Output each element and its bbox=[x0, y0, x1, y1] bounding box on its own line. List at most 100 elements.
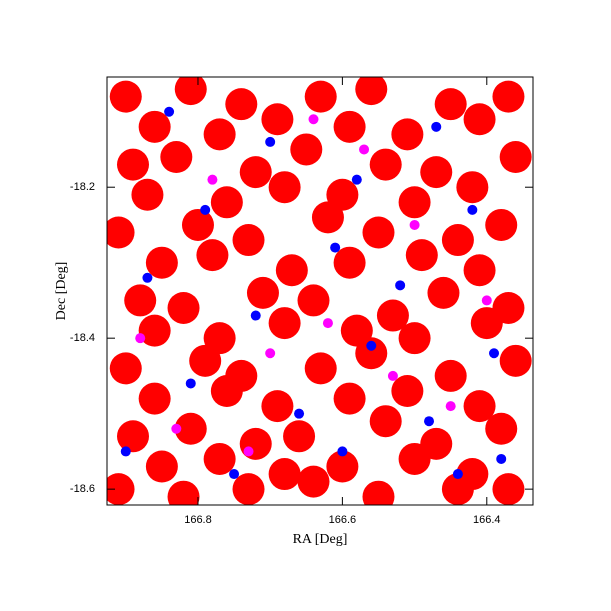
data-point bbox=[456, 171, 489, 204]
data-point bbox=[174, 412, 207, 445]
data-point bbox=[362, 216, 395, 249]
data-point bbox=[200, 204, 211, 215]
data-point bbox=[485, 208, 518, 241]
data-point bbox=[333, 246, 366, 279]
data-point bbox=[409, 219, 420, 230]
data-point bbox=[138, 110, 171, 143]
data-point bbox=[142, 272, 153, 283]
data-point bbox=[268, 458, 301, 491]
data-point bbox=[424, 416, 435, 427]
data-point bbox=[107, 473, 135, 505]
data-point bbox=[359, 144, 370, 155]
data-point bbox=[333, 110, 366, 143]
data-point bbox=[387, 370, 398, 381]
data-point bbox=[203, 442, 236, 475]
data-point bbox=[395, 280, 406, 291]
data-point bbox=[131, 178, 164, 211]
data-point bbox=[492, 473, 525, 505]
data-point bbox=[145, 246, 178, 279]
data-point bbox=[489, 348, 500, 359]
data-point bbox=[261, 103, 294, 136]
plot-area bbox=[107, 77, 532, 505]
data-point bbox=[452, 469, 463, 480]
data-point bbox=[297, 284, 330, 317]
data-point bbox=[185, 378, 196, 389]
data-point bbox=[391, 118, 424, 151]
data-point bbox=[109, 80, 142, 113]
data-point bbox=[351, 174, 362, 185]
data-point bbox=[441, 224, 474, 257]
data-point bbox=[243, 446, 254, 457]
data-point bbox=[420, 156, 453, 189]
data-point bbox=[333, 382, 366, 415]
data-point bbox=[485, 412, 518, 445]
data-point bbox=[445, 401, 456, 412]
y-tick-label: -18.4 bbox=[70, 332, 95, 344]
x-tick-label: 166.4 bbox=[473, 514, 501, 526]
x-axis-label: RA [Deg] bbox=[293, 532, 348, 547]
data-point bbox=[405, 239, 438, 272]
data-point bbox=[196, 239, 229, 272]
data-point bbox=[275, 254, 308, 287]
data-point bbox=[355, 77, 388, 106]
y-tick-label: -18.6 bbox=[70, 483, 95, 495]
data-point bbox=[467, 204, 478, 215]
data-point bbox=[326, 178, 359, 211]
data-point bbox=[376, 299, 409, 332]
data-point bbox=[308, 114, 319, 125]
data-point bbox=[203, 118, 236, 151]
data-point bbox=[171, 423, 182, 434]
data-point bbox=[283, 420, 316, 453]
data-point bbox=[207, 174, 218, 185]
data-point bbox=[499, 141, 532, 174]
data-point bbox=[174, 77, 207, 106]
data-point bbox=[398, 186, 431, 219]
data-point bbox=[366, 340, 377, 351]
data-point bbox=[138, 382, 171, 415]
data-point bbox=[265, 348, 276, 359]
data-point bbox=[337, 446, 348, 457]
data-point bbox=[362, 480, 395, 505]
data-point bbox=[124, 284, 157, 317]
data-point bbox=[164, 106, 175, 117]
data-point bbox=[181, 208, 214, 241]
data-point bbox=[434, 359, 467, 392]
data-point bbox=[239, 427, 272, 460]
data-point bbox=[463, 390, 496, 423]
data-point bbox=[135, 333, 146, 344]
data-point bbox=[391, 375, 424, 408]
data-point bbox=[107, 216, 135, 249]
data-point bbox=[239, 156, 272, 189]
data-point bbox=[116, 148, 149, 181]
data-point bbox=[145, 450, 178, 483]
data-point bbox=[431, 121, 442, 132]
data-point bbox=[120, 446, 131, 457]
data-point bbox=[340, 314, 373, 347]
data-point bbox=[481, 295, 492, 306]
data-point bbox=[427, 276, 460, 309]
data-point bbox=[232, 224, 265, 257]
data-point bbox=[398, 442, 431, 475]
data-point bbox=[268, 307, 301, 340]
data-point bbox=[210, 375, 243, 408]
data-point bbox=[250, 310, 261, 321]
x-tick-label: 166.8 bbox=[184, 514, 212, 526]
plot-frame bbox=[106, 76, 534, 506]
data-point bbox=[304, 352, 337, 385]
data-point bbox=[261, 390, 294, 423]
y-axis-label: Dec [Deg] bbox=[54, 262, 69, 321]
x-tick-label: 166.6 bbox=[329, 514, 357, 526]
data-point bbox=[167, 480, 200, 505]
data-point bbox=[369, 148, 402, 181]
data-point bbox=[229, 469, 240, 480]
data-point bbox=[499, 344, 532, 377]
data-point bbox=[496, 453, 507, 464]
data-point bbox=[456, 458, 489, 491]
data-point bbox=[138, 314, 171, 347]
data-point bbox=[297, 465, 330, 498]
data-point bbox=[294, 408, 305, 419]
data-point bbox=[463, 103, 496, 136]
data-point bbox=[203, 322, 236, 355]
